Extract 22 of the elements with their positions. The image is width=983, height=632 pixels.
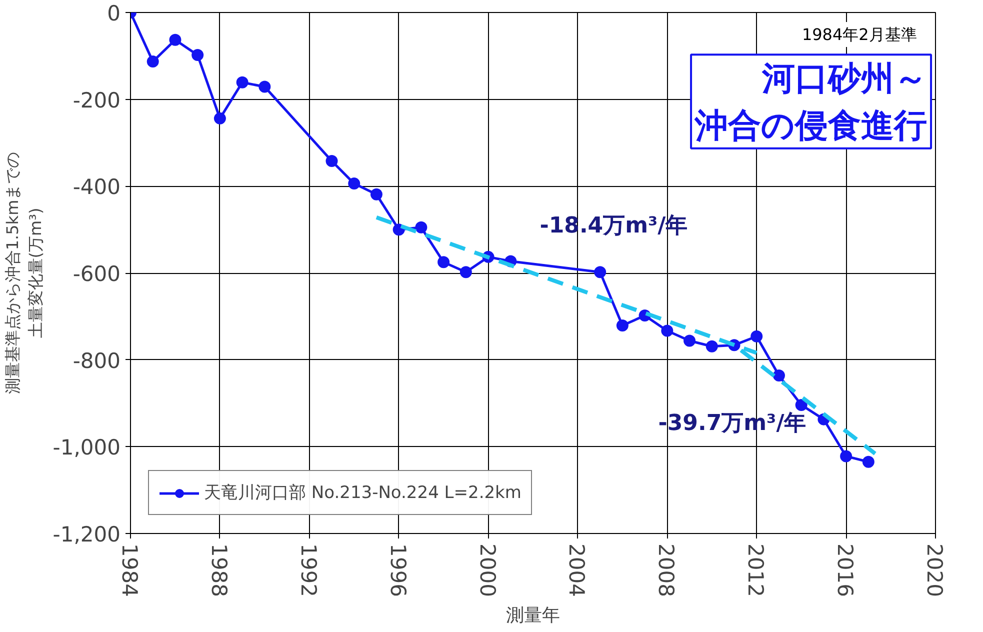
x-tick-label: 1988: [206, 544, 231, 597]
x-tick-label: 2004: [564, 544, 589, 597]
y-tick-label: -1,200: [52, 522, 121, 546]
x-tick-label: 1984: [118, 544, 142, 597]
y-axis-title: 測量基準点から沖合1.5kmまでの土量変化量(万m³): [3, 152, 45, 394]
annotation: 1984年2月基準: [802, 25, 917, 44]
y-tick-label: -600: [72, 262, 121, 286]
annotation: 河口砂州～沖合の侵食進行: [694, 58, 928, 144]
y-tick-label: -1,000: [52, 436, 121, 460]
x-tick-label: 2000: [475, 544, 500, 597]
x-axis-title: 測量年: [506, 604, 560, 626]
x-tick-label: 2016: [833, 544, 858, 597]
x-tick-label: 2008: [654, 544, 678, 597]
y-tick-label: -200: [72, 88, 121, 112]
x-tick-label: 1992: [296, 544, 320, 597]
y-tick-label: 0: [107, 2, 121, 26]
legend-label: 天竜川河口部 No.213-No.224 L=2.2km: [204, 482, 522, 504]
x-tick-label: 1996: [386, 544, 410, 597]
y-tick-label: -800: [72, 348, 121, 373]
x-tick-label: 2020: [922, 544, 946, 597]
x-tick-label: 2012: [744, 544, 768, 597]
y-tick-label: -400: [72, 175, 121, 200]
